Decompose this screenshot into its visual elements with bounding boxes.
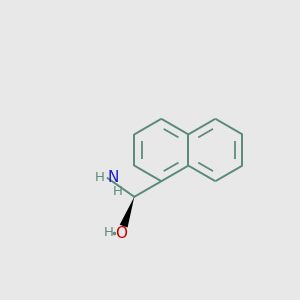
Polygon shape [120,197,134,228]
Text: O: O [115,226,127,242]
Text: H: H [113,185,123,198]
Text: N: N [107,170,118,185]
Text: H: H [103,226,113,239]
Text: H: H [95,171,105,184]
